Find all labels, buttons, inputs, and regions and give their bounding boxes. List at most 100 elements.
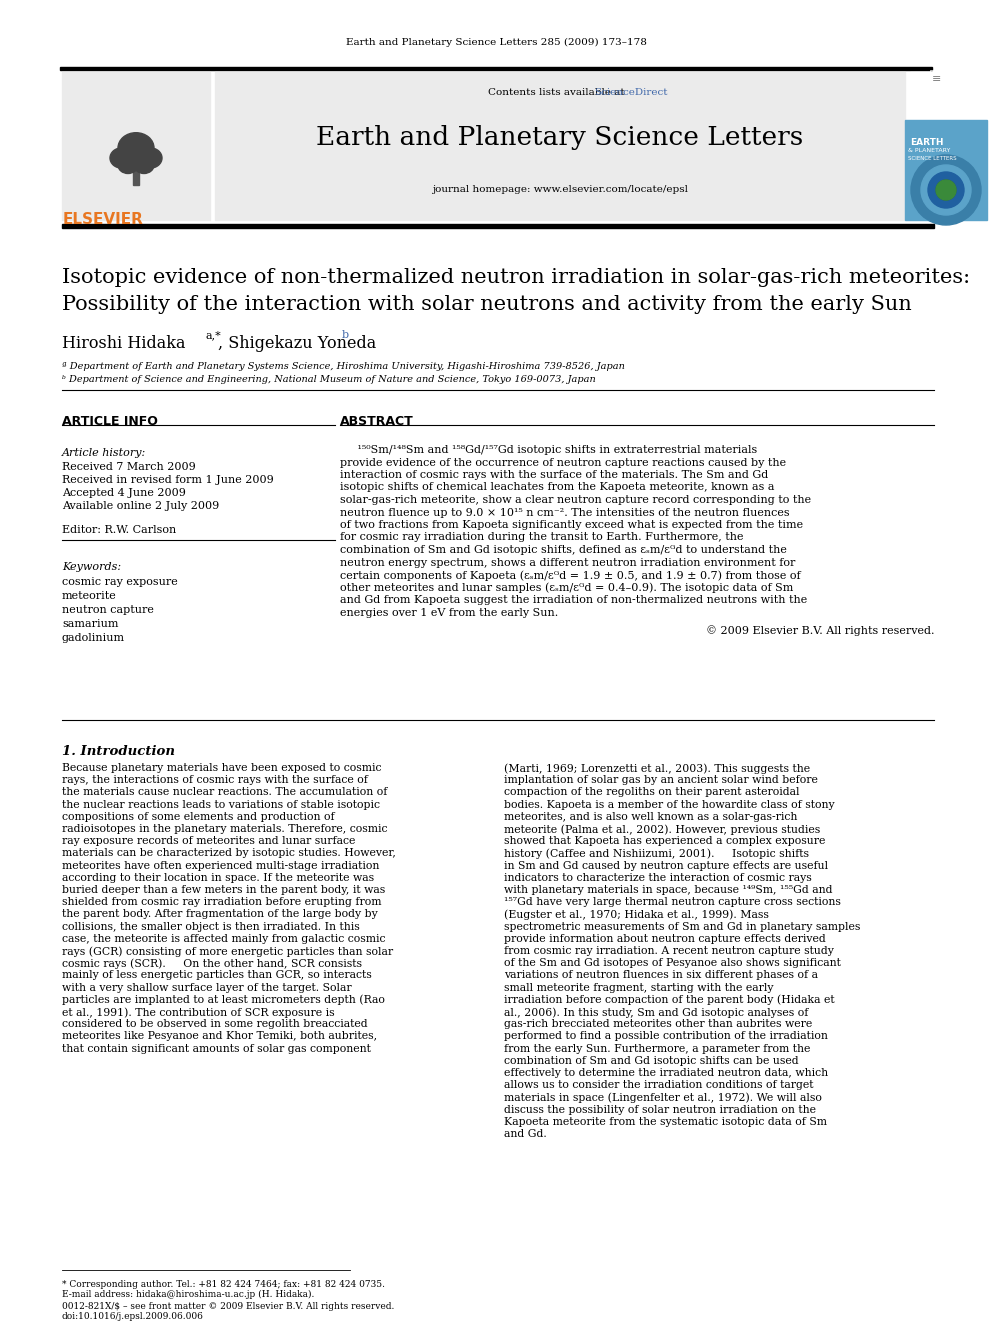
Text: bodies. Kapoeta is a member of the howardite class of stony: bodies. Kapoeta is a member of the howar… — [504, 799, 834, 810]
Ellipse shape — [138, 148, 162, 168]
Text: and Gd from Kapoeta suggest the irradiation of non-thermalized neutrons with the: and Gd from Kapoeta suggest the irradiat… — [340, 595, 807, 605]
Text: energies over 1 eV from the early Sun.: energies over 1 eV from the early Sun. — [340, 607, 558, 618]
Text: Possibility of the interaction with solar neutrons and activity from the early S: Possibility of the interaction with sola… — [62, 295, 912, 314]
Text: gas-rich brecciated meteorites other than aubrites were: gas-rich brecciated meteorites other tha… — [504, 1019, 812, 1029]
Text: Because planetary materials have been exposed to cosmic: Because planetary materials have been ex… — [62, 763, 382, 773]
Text: cosmic rays (SCR).     On the other hand, SCR consists: cosmic rays (SCR). On the other hand, SC… — [62, 958, 362, 968]
Text: the materials cause nuclear reactions. The accumulation of: the materials cause nuclear reactions. T… — [62, 787, 387, 798]
Text: indicators to characterize the interaction of cosmic rays: indicators to characterize the interacti… — [504, 873, 811, 882]
Text: journal homepage: www.elsevier.com/locate/epsl: journal homepage: www.elsevier.com/locat… — [432, 185, 688, 194]
Text: mainly of less energetic particles than GCR, so interacts: mainly of less energetic particles than … — [62, 970, 372, 980]
Text: implantation of solar gas by an ancient solar wind before: implantation of solar gas by an ancient … — [504, 775, 817, 785]
Ellipse shape — [110, 148, 134, 168]
Bar — [905, 120, 987, 220]
Text: Keywords:: Keywords: — [62, 562, 121, 572]
Text: cosmic ray exposure: cosmic ray exposure — [62, 577, 178, 587]
Text: Hiroshi Hidaka: Hiroshi Hidaka — [62, 335, 186, 352]
Text: Accepted 4 June 2009: Accepted 4 June 2009 — [62, 488, 186, 497]
Circle shape — [936, 180, 956, 200]
Text: b: b — [342, 329, 349, 340]
Text: materials can be characterized by isotopic studies. However,: materials can be characterized by isotop… — [62, 848, 396, 859]
Text: ScienceDirect: ScienceDirect — [594, 89, 668, 97]
Text: Article history:: Article history: — [62, 448, 146, 458]
Text: of two fractions from Kapoeta significantly exceed what is expected from the tim: of two fractions from Kapoeta significan… — [340, 520, 804, 531]
Text: interaction of cosmic rays with the surface of the materials. The Sm and Gd: interaction of cosmic rays with the surf… — [340, 470, 768, 480]
Bar — [133, 155, 139, 185]
Bar — [60, 67, 932, 70]
Text: the parent body. After fragmentation of the large body by: the parent body. After fragmentation of … — [62, 909, 378, 919]
Ellipse shape — [118, 132, 154, 163]
Text: other meteorites and lunar samples (εₛm/εᴳd = 0.4–0.9). The isotopic data of Sm: other meteorites and lunar samples (εₛm/… — [340, 582, 794, 593]
Text: combination of Sm and Gd isotopic shifts can be used: combination of Sm and Gd isotopic shifts… — [504, 1056, 799, 1066]
Text: ¹⁵⁰Sm/¹⁴⁸Sm and ¹⁵⁸Gd/¹⁵⁷Gd isotopic shifts in extraterrestrial materials: ¹⁵⁰Sm/¹⁴⁸Sm and ¹⁵⁸Gd/¹⁵⁷Gd isotopic shi… — [340, 445, 757, 455]
Text: (Marti, 1969; Lorenzetti et al., 2003). This suggests the: (Marti, 1969; Lorenzetti et al., 2003). … — [504, 763, 810, 774]
Text: 1. Introduction: 1. Introduction — [62, 745, 175, 758]
Text: 0012-821X/$ – see front matter © 2009 Elsevier B.V. All rights reserved.: 0012-821X/$ – see front matter © 2009 El… — [62, 1302, 395, 1311]
Text: neutron capture: neutron capture — [62, 605, 154, 615]
Ellipse shape — [118, 156, 138, 173]
Text: & PLANETARY: & PLANETARY — [908, 148, 950, 153]
Text: ª Department of Earth and Planetary Systems Science, Hiroshima University, Higas: ª Department of Earth and Planetary Syst… — [62, 363, 625, 370]
Text: discuss the possibility of solar neutron irradiation on the: discuss the possibility of solar neutron… — [504, 1105, 816, 1114]
Text: compositions of some elements and production of: compositions of some elements and produc… — [62, 812, 334, 822]
Text: ᵇ Department of Science and Engineering, National Museum of Nature and Science, : ᵇ Department of Science and Engineering,… — [62, 374, 596, 384]
Text: from the early Sun. Furthermore, a parameter from the: from the early Sun. Furthermore, a param… — [504, 1044, 810, 1053]
Text: rays, the interactions of cosmic rays with the surface of: rays, the interactions of cosmic rays wi… — [62, 775, 368, 785]
Text: neutron fluence up to 9.0 × 10¹⁵ n cm⁻². The intensities of the neutron fluences: neutron fluence up to 9.0 × 10¹⁵ n cm⁻².… — [340, 508, 790, 517]
Text: performed to find a possible contribution of the irradiation: performed to find a possible contributio… — [504, 1032, 828, 1041]
Text: small meteorite fragment, starting with the early: small meteorite fragment, starting with … — [504, 983, 774, 992]
Text: according to their location in space. If the meteorite was: according to their location in space. If… — [62, 873, 374, 882]
Bar — [62, 71, 210, 220]
Text: considered to be observed in some regolith breacciated: considered to be observed in some regoli… — [62, 1019, 368, 1029]
Circle shape — [921, 165, 971, 216]
Text: Contents lists available at: Contents lists available at — [488, 89, 632, 97]
Text: certain components of Kapoeta (εₛm/εᴳd = 1.9 ± 0.5, and 1.9 ± 0.7) from those of: certain components of Kapoeta (εₛm/εᴳd =… — [340, 570, 801, 581]
Circle shape — [911, 155, 981, 225]
Text: isotopic shifts of chemical leachates from the Kapoeta meteorite, known as a: isotopic shifts of chemical leachates fr… — [340, 483, 775, 492]
Text: combination of Sm and Gd isotopic shifts, defined as εₛm/εᴳd to understand the: combination of Sm and Gd isotopic shifts… — [340, 545, 787, 556]
Text: buried deeper than a few meters in the parent body, it was: buried deeper than a few meters in the p… — [62, 885, 385, 894]
Text: allows us to consider the irradiation conditions of target: allows us to consider the irradiation co… — [504, 1080, 813, 1090]
Circle shape — [928, 172, 964, 208]
Text: meteorite (Palma et al., 2002). However, previous studies: meteorite (Palma et al., 2002). However,… — [504, 824, 820, 835]
Text: Isotopic evidence of non-thermalized neutron irradiation in solar-gas-rich meteo: Isotopic evidence of non-thermalized neu… — [62, 269, 970, 287]
Text: particles are implanted to at least micrometers depth (Rao: particles are implanted to at least micr… — [62, 995, 385, 1005]
Text: spectrometric measurements of Sm and Gd in planetary samples: spectrometric measurements of Sm and Gd … — [504, 922, 860, 931]
Text: samarium: samarium — [62, 619, 118, 628]
Text: et al., 1991). The contribution of SCR exposure is: et al., 1991). The contribution of SCR e… — [62, 1007, 334, 1017]
Text: meteorites, and is also well known as a solar-gas-rich: meteorites, and is also well known as a … — [504, 812, 798, 822]
Text: ray exposure records of meteorites and lunar surface: ray exposure records of meteorites and l… — [62, 836, 355, 847]
Text: provide evidence of the occurrence of neutron capture reactions caused by the: provide evidence of the occurrence of ne… — [340, 458, 786, 467]
Text: gadolinium: gadolinium — [62, 632, 125, 643]
Text: from cosmic ray irradiation. A recent neutron capture study: from cosmic ray irradiation. A recent ne… — [504, 946, 834, 957]
Text: Earth and Planetary Science Letters: Earth and Planetary Science Letters — [316, 124, 804, 149]
Text: doi:10.1016/j.epsl.2009.06.006: doi:10.1016/j.epsl.2009.06.006 — [62, 1312, 204, 1320]
Text: (Eugster et al., 1970; Hidaka et al., 1999). Mass: (Eugster et al., 1970; Hidaka et al., 19… — [504, 909, 769, 919]
Text: case, the meteorite is affected mainly from galactic cosmic: case, the meteorite is affected mainly f… — [62, 934, 386, 943]
Text: rays (GCR) consisting of more energetic particles than solar: rays (GCR) consisting of more energetic … — [62, 946, 393, 957]
Text: Available online 2 July 2009: Available online 2 July 2009 — [62, 501, 219, 511]
Text: ≡: ≡ — [932, 74, 941, 83]
Text: history (Caffee and Nishiizumi, 2001).     Isotopic shifts: history (Caffee and Nishiizumi, 2001). I… — [504, 848, 809, 859]
Bar — [910, 71, 990, 220]
Text: © 2009 Elsevier B.V. All rights reserved.: © 2009 Elsevier B.V. All rights reserved… — [705, 624, 934, 636]
Text: Received in revised form 1 June 2009: Received in revised form 1 June 2009 — [62, 475, 274, 486]
Text: ABSTRACT: ABSTRACT — [340, 415, 414, 429]
Bar — [930, 70, 955, 95]
Text: Kapoeta meteorite from the systematic isotopic data of Sm: Kapoeta meteorite from the systematic is… — [504, 1117, 827, 1127]
Text: ¹⁵⁷Gd have very large thermal neutron capture cross sections: ¹⁵⁷Gd have very large thermal neutron ca… — [504, 897, 841, 908]
Text: al., 2006). In this study, Sm and Gd isotopic analyses of: al., 2006). In this study, Sm and Gd iso… — [504, 1007, 808, 1017]
Text: Earth and Planetary Science Letters 285 (2009) 173–178: Earth and Planetary Science Letters 285 … — [345, 38, 647, 48]
Text: SCIENCE LETTERS: SCIENCE LETTERS — [908, 156, 956, 161]
Text: collisions, the smaller object is then irradiated. In this: collisions, the smaller object is then i… — [62, 922, 360, 931]
Circle shape — [936, 180, 956, 200]
Text: shielded from cosmic ray irradiation before erupting from: shielded from cosmic ray irradiation bef… — [62, 897, 382, 908]
Text: , Shigekazu Yoneda: , Shigekazu Yoneda — [218, 335, 376, 352]
Text: with a very shallow surface layer of the target. Solar: with a very shallow surface layer of the… — [62, 983, 351, 992]
Text: E-mail address: hidaka@hiroshima-u.ac.jp (H. Hidaka).: E-mail address: hidaka@hiroshima-u.ac.jp… — [62, 1290, 314, 1299]
Text: effectively to determine the irradiated neutron data, which: effectively to determine the irradiated … — [504, 1068, 828, 1078]
Ellipse shape — [134, 156, 154, 173]
Text: with planetary materials in space, because ¹⁴⁹Sm, ¹⁵⁵Gd and: with planetary materials in space, becau… — [504, 885, 832, 894]
Bar — [62, 224, 934, 228]
Text: showed that Kapoeta has experienced a complex exposure: showed that Kapoeta has experienced a co… — [504, 836, 825, 847]
